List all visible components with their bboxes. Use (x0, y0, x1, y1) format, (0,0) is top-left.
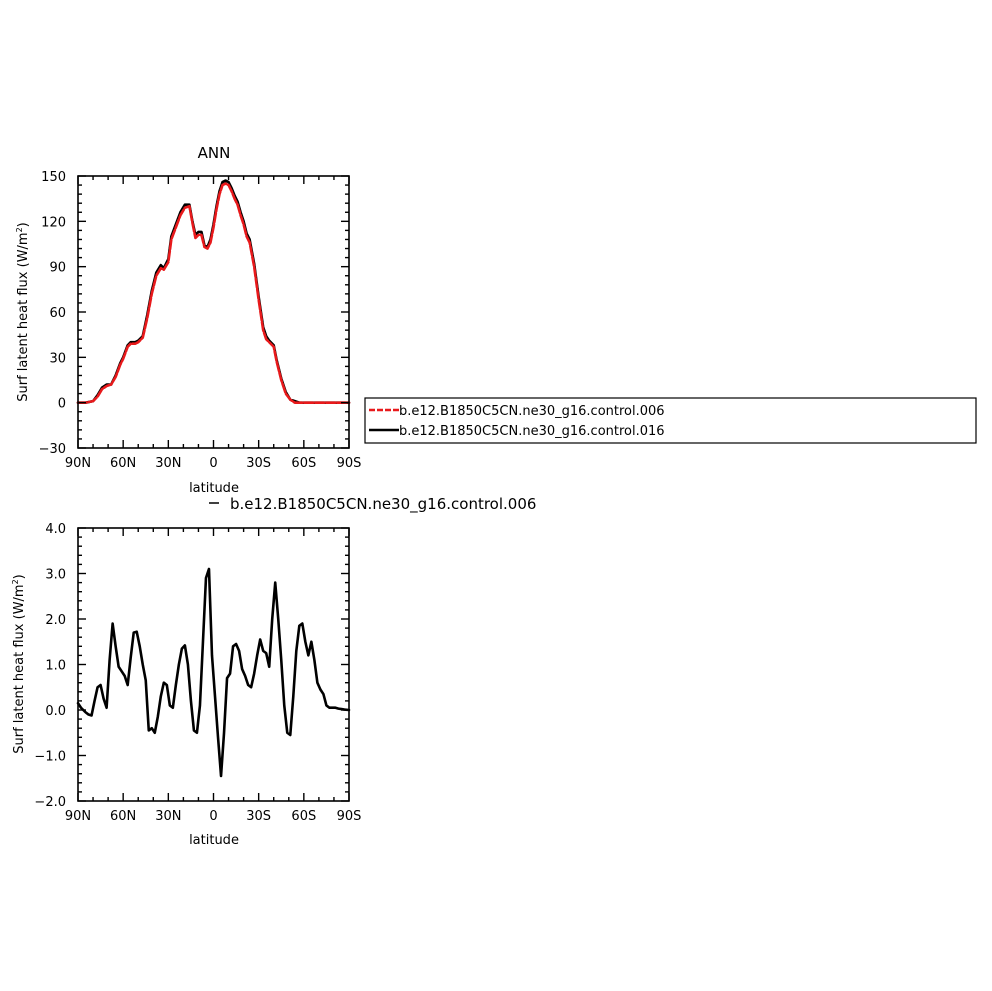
legend-label-016: b.e12.B1850C5CN.ne30_g16.control.016 (399, 424, 665, 439)
y-tick-label: 30 (49, 351, 66, 366)
y-tick-label: 150 (41, 170, 66, 185)
plot-area-top (76, 179, 351, 404)
y-tick-label: −30 (39, 442, 66, 457)
x-tick-label: 90N (65, 456, 91, 471)
series-line-red (76, 182, 351, 404)
panel-top: ANN −30 0 30 60 90 120 150 90N 60N 30N 0 30S 60S 90S… (15, 144, 361, 496)
plot-area-bottom (76, 567, 351, 778)
legend-label-diff: b.e12.B1850C5CN.ne30_g16.control.006 (230, 495, 536, 514)
x-tick-label: 60N (110, 456, 136, 471)
x-axis-label-bottom: latitude (189, 833, 239, 848)
x-tick-label: 90S (337, 456, 362, 471)
legend-label-006: b.e12.B1850C5CN.ne30_g16.control.006 (399, 404, 665, 419)
y-tick-label: 120 (41, 215, 66, 230)
series-line-black (76, 567, 351, 778)
x-tick-labels-top: 90N 60N 30N 0 30S 60S 90S (65, 456, 362, 471)
y-axis-label-top: Surf latent heat flux (W/m2) (15, 222, 31, 402)
x-tick-label: 60S (291, 456, 316, 471)
x-tick-label: 30S (246, 456, 271, 471)
y-tick-label: −2.0 (34, 795, 66, 810)
x-tick-label: 90N (65, 809, 91, 824)
y-tick-label: 60 (49, 306, 66, 321)
ticks-top (77, 175, 350, 449)
x-tick-label: 30N (155, 809, 181, 824)
x-tick-label: 60N (110, 809, 136, 824)
y-tick-label: 0 (58, 397, 66, 412)
x-tick-label: 30N (155, 456, 181, 471)
y-tick-label: 2.0 (45, 613, 66, 628)
legend-frame (364, 397, 977, 444)
y-axis-label-bottom: Surf latent heat flux (W/m2) (11, 574, 27, 754)
panel-bottom: −2.0 −1.0 0.0 1.0 2.0 3.0 4.0 90N 60N 30N 0 30S 60S… (11, 522, 361, 848)
y-tick-label: 3.0 (45, 568, 66, 583)
x-axis-label-top: latitude (189, 481, 239, 496)
legend-bottom: b.e12.B1850C5CN.ne30_g16.control.006 (209, 495, 536, 514)
legend-top: b.e12.B1850C5CN.ne30_g16.control.006 b.e… (364, 397, 977, 444)
y-tick-labels-top: −30 0 30 60 90 120 150 (39, 170, 66, 457)
y-tick-labels-bottom: −2.0 −1.0 0.0 1.0 2.0 3.0 4.0 (34, 522, 66, 810)
y-tick-label: 0.0 (45, 704, 66, 719)
x-tick-label: 90S (337, 809, 362, 824)
y-tick-label: 4.0 (45, 522, 66, 537)
ticks-bottom (77, 527, 350, 802)
x-tick-labels-bottom: 90N 60N 30N 0 30S 60S 90S (65, 809, 362, 824)
x-tick-label: 30S (246, 809, 271, 824)
x-tick-label: 0 (209, 809, 217, 824)
x-tick-label: 60S (291, 809, 316, 824)
y-tick-label: 90 (49, 261, 66, 276)
chart-title-top: ANN (198, 144, 231, 162)
y-tick-label: 1.0 (45, 659, 66, 674)
x-tick-label: 0 (209, 456, 217, 471)
y-tick-label: −1.0 (34, 750, 66, 765)
